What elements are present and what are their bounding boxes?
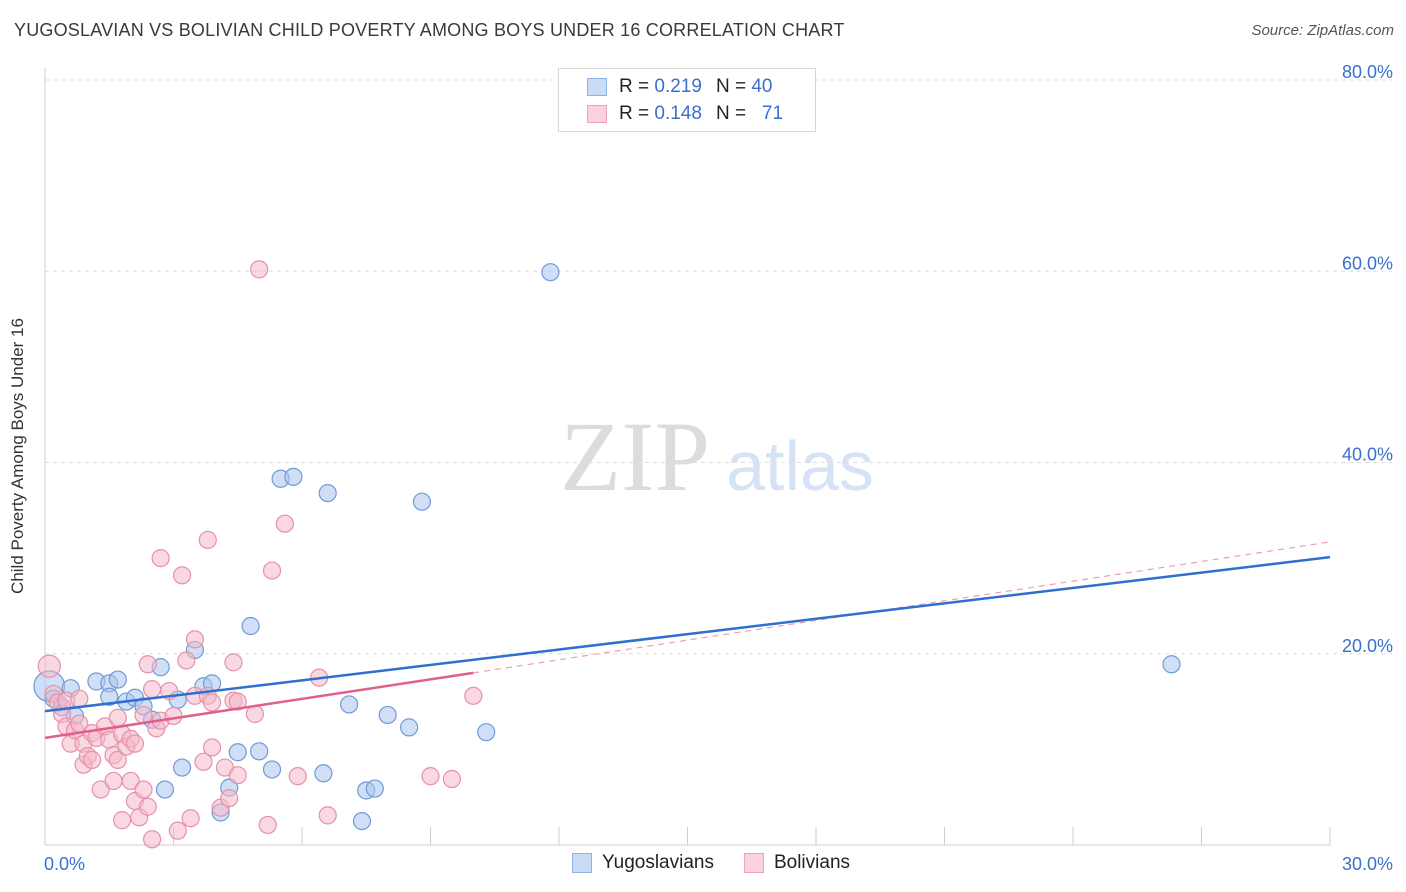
legend-n-value: 71: [761, 103, 784, 124]
data-point: [228, 766, 247, 785]
y-tick-label: 60.0%: [1342, 253, 1393, 273]
data-point: [318, 806, 337, 825]
x-tick-label: 0.0%: [44, 854, 85, 874]
correlation-legend: R = 0.219 N = 40 R = 0.148 N = 71: [558, 68, 816, 132]
legend-n-label: N =: [715, 76, 747, 97]
data-point: [228, 743, 247, 762]
legend-row-bolivians: R = 0.148 N = 71: [587, 102, 783, 126]
trend-line-yugoslavians: [44, 555, 1331, 713]
data-point: [198, 530, 217, 550]
data-point: [421, 767, 440, 786]
data-point: [241, 616, 260, 636]
legend-r-value: 0.219: [654, 76, 702, 97]
legend-swatch-yugoslavians: [587, 78, 607, 96]
data-point: [181, 809, 200, 828]
legend-row-yugoslavians: R = 0.219 N = 40: [587, 75, 772, 99]
data-point: [108, 750, 127, 769]
data-point: [108, 708, 127, 727]
data-point: [108, 670, 127, 689]
data-point: [104, 771, 123, 791]
data-point: [138, 655, 157, 674]
legend-r-value: 0.148: [654, 103, 702, 124]
data-point: [172, 566, 192, 585]
data-point: [314, 764, 333, 783]
data-point: [541, 263, 560, 282]
trend-line-bolivians: [44, 671, 474, 740]
legend-item-yugoslavians: Yugoslavians: [572, 852, 714, 874]
data-point: [399, 718, 419, 737]
data-point: [352, 811, 372, 831]
data-point: [220, 789, 239, 808]
data-point: [365, 779, 384, 798]
y-tick-label: 40.0%: [1342, 445, 1393, 465]
y-tick-label: 80.0%: [1342, 62, 1393, 82]
data-point: [194, 752, 213, 771]
data-point: [464, 686, 483, 705]
data-point: [112, 811, 132, 830]
data-point: [91, 780, 110, 799]
legend-swatch-yugoslavians: [572, 853, 592, 873]
data-point: [340, 695, 359, 714]
data-point: [164, 706, 183, 726]
data-point: [250, 742, 269, 761]
data-point: [318, 484, 337, 503]
data-point: [477, 723, 496, 742]
legend-label-bolivians: Bolivians: [773, 852, 851, 873]
data-point: [442, 769, 462, 789]
legend-n-label: N =: [715, 103, 747, 124]
data-point: [250, 260, 269, 279]
data-point: [228, 692, 247, 711]
legend-r-label: R =: [619, 103, 650, 124]
data-point: [185, 630, 205, 649]
data-point: [288, 767, 307, 786]
data-point: [378, 705, 397, 725]
legend-label-yugoslavians: Yugoslavians: [602, 852, 714, 873]
data-point: [284, 467, 303, 486]
x-tick-label: 30.0%: [1342, 854, 1393, 874]
data-point: [83, 750, 102, 769]
data-point: [125, 734, 145, 753]
data-point: [177, 651, 196, 670]
data-point: [172, 758, 192, 777]
data-point: [151, 549, 170, 568]
data-point: [202, 693, 222, 712]
legend-swatch-bolivians: [587, 105, 607, 123]
legend-swatch-bolivians: [743, 853, 764, 873]
legend-n-value: 40: [751, 76, 773, 97]
data-point: [262, 561, 282, 580]
data-point: [202, 738, 222, 757]
series-bolivians: [37, 260, 483, 849]
legend-item-bolivians: Bolivians: [743, 852, 851, 874]
data-point: [121, 771, 140, 791]
data-point: [70, 689, 89, 708]
watermark-zip: ZIP: [560, 401, 710, 512]
data-point: [142, 830, 162, 849]
source-credit: Source: ZipAtlas.com: [1251, 22, 1394, 39]
data-point: [262, 760, 282, 779]
series-legend: Yugoslavians Bolivians: [572, 852, 880, 874]
data-point: [142, 680, 162, 699]
data-point: [1162, 655, 1181, 674]
data-point: [275, 514, 294, 533]
data-point: [155, 780, 175, 799]
y-axis-label: Child Poverty Among Boys Under 16: [8, 318, 27, 594]
data-point: [134, 780, 153, 799]
data-point: [224, 653, 243, 672]
data-point: [168, 821, 187, 840]
chart-title: YUGOSLAVIAN VS BOLIVIAN CHILD POVERTY AM…: [14, 20, 845, 40]
watermark-atlas: atlas: [726, 427, 874, 505]
data-point: [138, 797, 157, 816]
legend-r-label: R =: [619, 76, 650, 97]
data-point: [258, 815, 277, 835]
y-tick-label: 20.0%: [1342, 636, 1393, 656]
data-point: [412, 492, 432, 511]
data-point: [100, 687, 119, 706]
data-point: [37, 654, 61, 678]
